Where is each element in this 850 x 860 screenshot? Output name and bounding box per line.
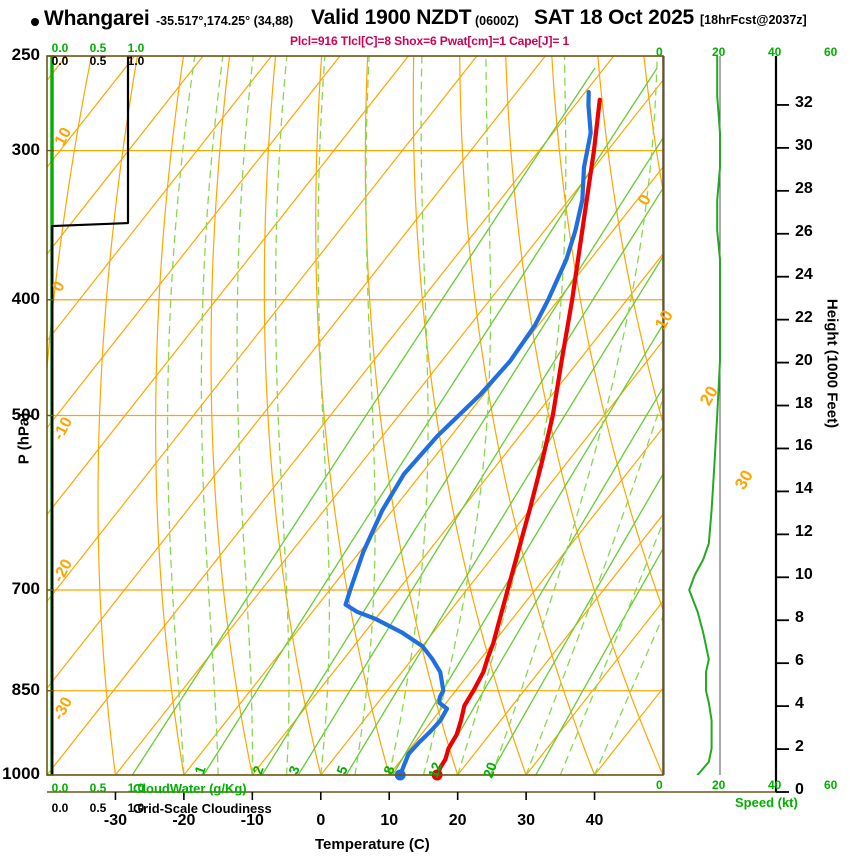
moist-adiabat-lines	[166, 56, 663, 775]
height-tick-2: 2	[795, 738, 804, 756]
temperature-tick-40: 40	[585, 812, 604, 829]
height-tick-4: 4	[795, 695, 804, 713]
height-tick-26: 26	[795, 222, 813, 240]
temperature-tick-30: 30	[517, 812, 535, 829]
cloudwater-tick-1: 0.5	[89, 41, 107, 55]
height-tick-30: 30	[795, 136, 813, 154]
zulu-time: (0600Z)	[475, 14, 519, 28]
cloudiness-tick-2: 1.0	[127, 54, 145, 68]
height-tick-12: 12	[795, 523, 813, 541]
speed-top-tick-60: 60	[824, 45, 838, 59]
header-bar: Whangarei -35.517°,174.25° (34,88) Valid…	[0, 2, 850, 32]
speed-top-tick-0: 0	[656, 45, 663, 59]
cloudiness-axis-label: Grid-Scale Cloudiness	[133, 801, 272, 816]
pressure-tick-700: 700	[11, 579, 40, 598]
temperature-tick--20: -20	[172, 812, 196, 829]
height-tick-32: 32	[795, 93, 813, 111]
pressure-tick-1000: 1000	[2, 764, 40, 783]
temperature-tick--10: -10	[240, 812, 264, 829]
temperature-tick-0: 0	[316, 812, 326, 829]
temperature-ticks	[114, 792, 596, 800]
height-tick-28: 28	[795, 179, 813, 197]
temperature-tick-20: 20	[448, 812, 467, 829]
speed-axis-label: Speed (kt)	[735, 795, 798, 810]
speed-bottom-tick-40: 40	[768, 778, 782, 792]
speed-top-tick-40: 40	[768, 45, 782, 59]
speed-bottom-tick-20: 20	[712, 778, 726, 792]
height-tick-24: 24	[795, 265, 813, 283]
cloudiness-tick-1: 0.5	[89, 54, 107, 68]
height-tick-16: 16	[795, 437, 813, 455]
pressure-ticks	[47, 55, 54, 776]
cloudwater-b-tick-0: 0.0	[51, 781, 69, 795]
temperature-tick-10: 10	[380, 812, 399, 829]
cloudiness-tick-0: 0.0	[51, 54, 69, 68]
height-tick-20: 20	[795, 351, 813, 369]
speed-top-tick-20: 20	[712, 45, 726, 59]
pressure-tick-850: 850	[11, 679, 40, 699]
height-tick-6: 6	[795, 652, 804, 670]
cloudwater-axis-label: CloudWater (g/Kg)	[133, 781, 247, 796]
speed-bottom-tick-0: 0	[656, 778, 663, 792]
station-dot-icon	[31, 18, 39, 26]
pressure-tick-250: 250	[11, 45, 40, 64]
valid-time: Valid 1900 NZDT	[311, 6, 472, 29]
height-tick-0: 0	[795, 781, 804, 798]
station-coordinates: -35.517°,174.25° (34,88)	[156, 14, 294, 28]
temperature-curve	[435, 97, 602, 775]
speed-bottom-tick-60: 60	[824, 778, 838, 792]
cloudiness-b-tick-0: 0.0	[51, 801, 69, 815]
height-tick-14: 14	[795, 480, 813, 498]
pressure-tick-400: 400	[11, 288, 40, 308]
stability-indices: Plcl=916 Tlcl[C]=8 Shox=6 Pwat[cm]=1 Cap…	[290, 34, 570, 48]
pressure-tick-300: 300	[11, 139, 40, 159]
height-tick-8: 8	[795, 609, 804, 627]
cloudwater-tick-0: 0.0	[51, 41, 69, 55]
cloudwater-tick-2: 1.0	[127, 41, 145, 55]
wind-speed-curve	[688, 56, 721, 775]
cloudwater-b-tick-1: 0.5	[89, 781, 107, 795]
height-tick-22: 22	[795, 308, 813, 326]
station-name: Whangarei	[44, 7, 150, 30]
cloudiness-profile	[50, 56, 130, 775]
temperature-tick--30: -30	[103, 812, 127, 829]
cloudwater-b-tick-2: 1.0	[127, 781, 145, 795]
dewpoint-curve	[343, 89, 593, 775]
valid-date: SAT 18 Oct 2025	[534, 6, 695, 29]
pressure-tick-500: 500	[11, 404, 40, 424]
forecast-stamp: [18hrFcst@2037z]	[700, 13, 807, 27]
height-ticks	[776, 104, 789, 793]
mixing-ratio-lines	[131, 67, 663, 775]
height-tick-10: 10	[795, 566, 813, 584]
cloudiness-b-tick-1: 0.5	[89, 801, 107, 815]
height-tick-18: 18	[795, 394, 813, 412]
cloudiness-b-tick-2: 1.0	[127, 801, 145, 815]
temperature-axis-label: Temperature (C)	[315, 836, 430, 853]
